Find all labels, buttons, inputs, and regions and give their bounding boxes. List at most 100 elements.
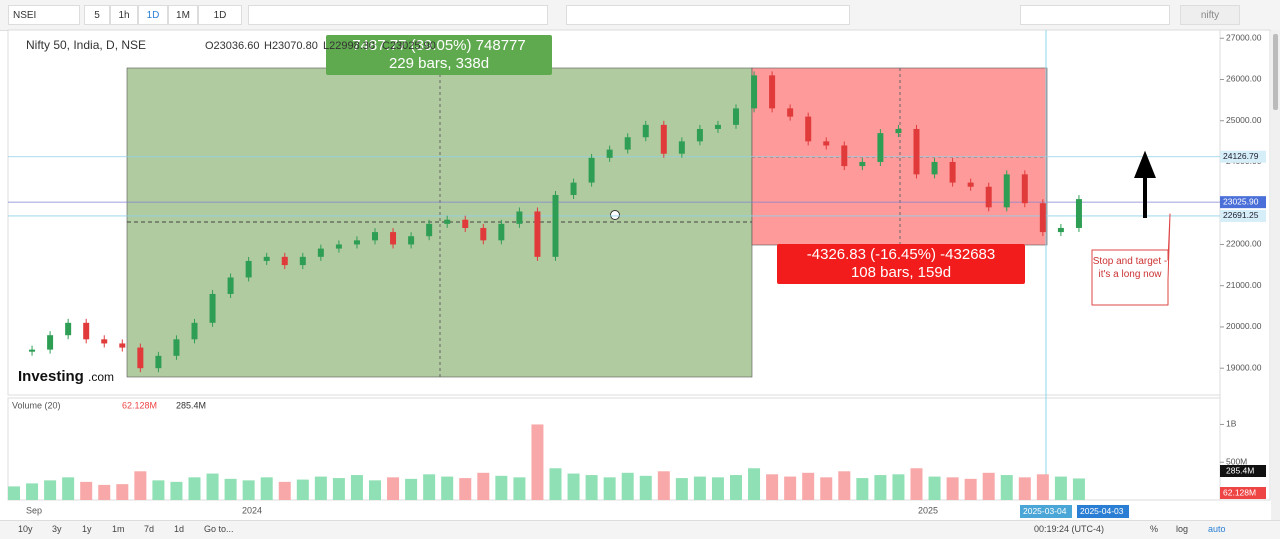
chart-title: Nifty 50, India, D, NSE: [26, 38, 146, 52]
y-tick-label: 20000.00: [1226, 321, 1262, 331]
utility-tools[interactable]: [1020, 5, 1170, 25]
range-button[interactable]: 10y: [18, 524, 33, 534]
volume-bar: [748, 468, 761, 500]
interval[interactable]: 1M: [168, 5, 198, 25]
volume-bar: [856, 478, 869, 500]
volume-bar: [405, 478, 418, 500]
candle: [263, 256, 270, 261]
candle: [155, 355, 162, 369]
scale-option[interactable]: log: [1176, 524, 1189, 534]
price-axis: [1219, 29, 1271, 501]
scroll-thumb: [1273, 34, 1278, 110]
interval[interactable]: 1D: [138, 5, 168, 25]
candle: [29, 349, 36, 352]
volume-bar: [892, 474, 905, 500]
candle: [209, 293, 216, 323]
range-button[interactable]: 1m: [112, 524, 125, 534]
candle: [1021, 174, 1028, 204]
volume-bar: [278, 481, 291, 500]
volume-bar: [314, 476, 327, 500]
candle: [1003, 174, 1010, 208]
candle: [624, 137, 631, 150]
price-level-label: 23025.90: [1223, 196, 1259, 206]
scale-option[interactable]: %: [1150, 524, 1159, 534]
candle: [913, 128, 920, 175]
callout: [1091, 213, 1171, 306]
candle: [462, 219, 469, 228]
candle: [353, 240, 360, 245]
measure-label: -4326.83 (-16.45%) -432683: [807, 246, 995, 263]
volume-value: 62.128M: [122, 400, 157, 410]
volume-bar: [730, 475, 742, 500]
volume-bar: [784, 476, 797, 500]
candle: [660, 124, 667, 154]
candle: [245, 260, 252, 278]
drawing-tools[interactable]: [566, 5, 850, 25]
candle: [390, 232, 397, 245]
interval[interactable]: 1h: [110, 5, 138, 25]
range-button[interactable]: Go to...: [204, 524, 234, 534]
search-box[interactable]: nifty: [1180, 5, 1240, 25]
range-button[interactable]: 1y: [82, 524, 92, 534]
volume-bar: [423, 474, 436, 500]
measure-label: 229 bars, 338d: [389, 55, 489, 72]
volume-tag: [1220, 487, 1266, 499]
x-tick-label: 2025: [918, 505, 938, 515]
symbol-input[interactable]: NSEI: [8, 5, 80, 25]
measure-label-box: [777, 244, 1025, 284]
footer: 10y 3y 1y 1m 7d 1d Go to... 00:19:24 (UTC-4)% lo…: [0, 520, 1280, 539]
candle: [552, 194, 559, 257]
price-level-label: 24126.79: [1223, 151, 1259, 161]
y-tick-label: 26000.00: [1226, 74, 1262, 84]
candle: [65, 322, 72, 336]
candle: [696, 128, 703, 142]
candle: [47, 335, 54, 350]
volume-bar: [260, 477, 273, 500]
chart-tools[interactable]: [248, 5, 548, 25]
candle: [137, 347, 144, 369]
interval[interactable]: 1D: [198, 5, 242, 25]
range-button[interactable]: 7d: [144, 524, 155, 534]
volume-bar: [964, 478, 977, 500]
volume-bar: [639, 475, 652, 500]
x-tick-label: 2024: [242, 505, 262, 515]
volume-bar: [206, 473, 219, 500]
volume-bar: [874, 475, 887, 500]
candle: [534, 211, 541, 257]
candle: [1039, 203, 1046, 233]
brand-suffix: .com: [88, 370, 114, 384]
price-level-tag: [1220, 196, 1266, 209]
volume-bar: [693, 476, 706, 500]
scale-option[interactable]: auto: [1208, 524, 1226, 534]
range-button[interactable]: 1d: [174, 524, 185, 534]
volume-bar: [134, 471, 147, 500]
brand: Investing: [18, 368, 84, 385]
measure-label: 7487.77 (39.05%) 748777: [352, 37, 525, 54]
y-tick-label: 22000.00: [1226, 239, 1262, 249]
x-tick-label: Sep: [26, 505, 42, 515]
range-button[interactable]: 3y: [52, 524, 62, 534]
candle: [498, 223, 505, 241]
volume-bar: [513, 477, 526, 500]
volume-bar: [62, 477, 75, 500]
volume-bar: [80, 481, 93, 500]
toolbar: NSEI 5 1h 1D 1M 1D nifty: [0, 0, 1280, 31]
interval[interactable]: 5: [84, 5, 110, 25]
volume-tag-label: 285.4M: [1226, 465, 1254, 475]
candle: [1075, 199, 1082, 228]
measure-handle: [610, 210, 620, 220]
volume-bar: [369, 480, 381, 500]
volume-tag-label: 62.128M: [1223, 487, 1256, 497]
candle: [949, 161, 956, 183]
candle: [931, 161, 938, 175]
candle: [877, 133, 884, 162]
candle: [317, 248, 324, 257]
volume-bar: [242, 480, 255, 500]
volume-bar: [44, 480, 57, 500]
candle: [408, 236, 415, 245]
time-display[interactable]: 00:19:24 (UTC-4): [1034, 524, 1105, 534]
date-tag: [1077, 505, 1129, 518]
candle: [281, 256, 288, 266]
measure-label: 108 bars, 159d: [851, 264, 951, 281]
